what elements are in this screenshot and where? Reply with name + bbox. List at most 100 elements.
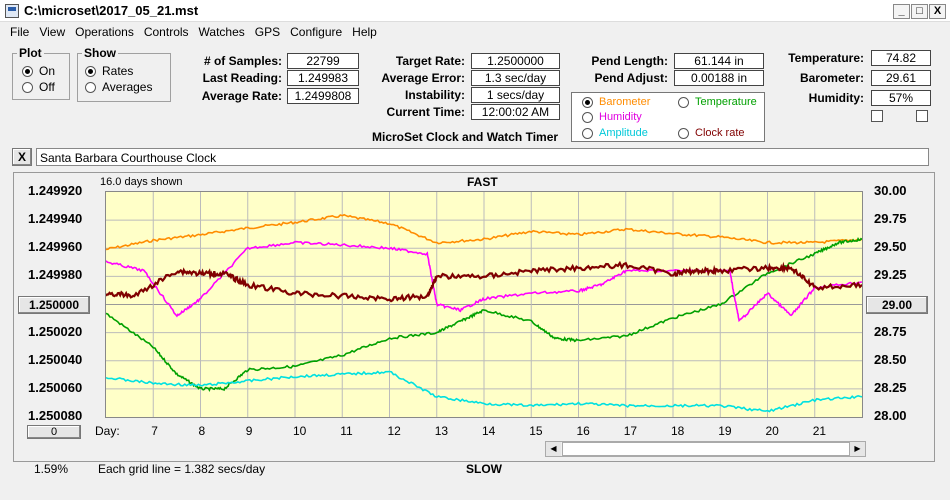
barometer-value: 29.61	[871, 70, 931, 86]
x-tick: 15	[529, 424, 543, 438]
average-rate-value: 1.2499808	[287, 88, 359, 104]
target-rate-value: 1.2500000	[471, 53, 560, 69]
last-reading-value: 1.249983	[287, 70, 359, 86]
plot-group-title: Plot	[19, 46, 42, 60]
average-rate-label: Average Rate:	[201, 89, 282, 103]
current-time-label: Current Time:	[386, 105, 465, 119]
checkbox-2[interactable]	[916, 110, 928, 122]
clock-rate-legend-label: Clock rate	[695, 127, 745, 139]
chart-svg	[106, 192, 862, 417]
plot-on-radio[interactable]: On	[22, 64, 55, 78]
radio-selected-icon	[582, 96, 593, 108]
humidity-legend-label: Humidity	[599, 111, 642, 123]
days-shown-label: 16.0 days shown	[100, 176, 183, 188]
current-time-value: 12:00:02 AM	[471, 104, 560, 120]
temperature-radio[interactable]: Temperature	[678, 96, 757, 108]
series-humidity	[106, 240, 862, 323]
plot-on-label: On	[39, 64, 56, 78]
maximize-button[interactable]: □	[911, 4, 928, 19]
instability-value: 1 secs/day	[471, 87, 560, 103]
series-clock-rate	[106, 260, 862, 303]
x-tick: 18	[671, 424, 685, 438]
slow-label: SLOW	[466, 462, 502, 476]
series-amplitude	[106, 370, 862, 413]
grid-note: Each grid line = 1.382 secs/day	[98, 462, 266, 476]
app-icon	[5, 4, 19, 18]
samples-value: 22799	[287, 53, 359, 69]
show-group: Show	[77, 46, 171, 102]
y-right-tick: 28.25	[874, 379, 907, 395]
x-tick: 9	[245, 424, 253, 438]
pend-adjust-value: 0.00188 in	[674, 70, 764, 86]
horizontal-scrollbar[interactable]: ◀ ▶	[545, 441, 866, 457]
target-rate-label: Target Rate:	[395, 54, 465, 68]
zero-button[interactable]: 0	[27, 425, 81, 439]
x-tick: 11	[340, 424, 353, 438]
left-scale-button[interactable]: 1.250000	[18, 296, 90, 314]
barometer-label: Barometer	[599, 96, 651, 108]
menu-operations[interactable]: Operations	[75, 25, 134, 39]
clock-name-input[interactable]: Santa Barbara Courthouse Clock	[36, 148, 929, 166]
amplitude-radio[interactable]: Amplitude	[582, 127, 648, 139]
x-tick: 14	[482, 424, 496, 438]
barometer-radio[interactable]: Barometer	[582, 96, 650, 108]
y-left-tick: 1.249960	[28, 239, 83, 255]
humidity-stat-label: Humidity:	[808, 91, 864, 105]
clear-clock-button[interactable]: X	[12, 148, 32, 166]
show-group-title: Show	[84, 46, 116, 60]
y-left-tick: 1.249920	[28, 183, 83, 198]
y-left-tick: 1.250020	[28, 323, 83, 339]
y-left-tick: 1.250040	[28, 351, 83, 367]
last-reading-label: Last Reading:	[202, 71, 282, 85]
temperature-legend-label: Temperature	[695, 96, 757, 108]
menu-configure[interactable]: Configure	[290, 25, 343, 39]
humidity-radio[interactable]: Humidity	[582, 111, 642, 123]
close-button[interactable]: X	[929, 4, 946, 19]
scroll-left-icon[interactable]: ◀	[546, 442, 561, 456]
percent-label: 1.59%	[34, 462, 69, 476]
x-tick: 12	[387, 424, 401, 438]
show-rates-radio[interactable]: Rates	[85, 64, 133, 78]
pend-adjust-label: Pend Adjust:	[594, 71, 668, 85]
plot-off-label: Off	[39, 80, 55, 94]
scroll-thumb[interactable]	[562, 442, 850, 456]
plot-group: Plot	[12, 46, 70, 100]
x-tick: 21	[812, 424, 827, 438]
temperature-value: 74.82	[871, 50, 931, 66]
y-right-tick: 29.50	[874, 239, 907, 255]
pend-length-label: Pend Length:	[591, 54, 668, 68]
menu-bar: File View Operations Controls Watches GPS Conf…	[0, 22, 950, 42]
menu-gps[interactable]: GPS	[254, 25, 281, 39]
scroll-right-icon[interactable]: ▶	[850, 442, 865, 456]
x-tick: 8	[198, 424, 206, 438]
y-right-tick: 28.75	[874, 323, 907, 339]
y-right-tick: 29.25	[874, 267, 907, 283]
x-tick: 16	[576, 424, 590, 438]
series-selector: Barometer Temperature Humidity Amplitude…	[571, 92, 765, 142]
clock-rate-radio[interactable]: Clock rate	[678, 127, 745, 139]
menu-file[interactable]: File	[10, 25, 30, 39]
temperature-label: Temperature:	[788, 51, 864, 65]
radio-icon	[678, 96, 689, 108]
series-barometer	[106, 213, 862, 251]
right-scale-button[interactable]: 29.00	[866, 296, 928, 314]
y-right-tick: 28.00	[874, 408, 907, 423]
minimize-button[interactable]: _	[893, 4, 910, 19]
show-averages-radio[interactable]: Averages	[85, 80, 152, 94]
average-error-value: 1.3 sec/day	[471, 70, 560, 86]
y-right-tick: 28.50	[874, 351, 907, 367]
menu-view[interactable]: View	[39, 25, 66, 39]
menu-help[interactable]: Help	[352, 25, 377, 39]
plot-off-radio[interactable]: Off	[22, 80, 55, 94]
menu-watches[interactable]: Watches	[198, 25, 245, 39]
app-caption: MicroSet Clock and Watch Timer	[372, 130, 559, 144]
radio-selected-icon	[22, 65, 33, 77]
window-title: C:\microset\2017_05_21.mst	[24, 3, 199, 18]
checkbox-1[interactable]	[871, 110, 883, 122]
menu-controls[interactable]: Controls	[143, 25, 189, 39]
radio-icon	[582, 127, 593, 139]
average-error-label: Average Error:	[381, 71, 465, 85]
radio-icon	[582, 111, 593, 123]
y-left-tick: 1.249940	[28, 211, 83, 227]
y-left-tick: 1.250080	[28, 408, 83, 423]
